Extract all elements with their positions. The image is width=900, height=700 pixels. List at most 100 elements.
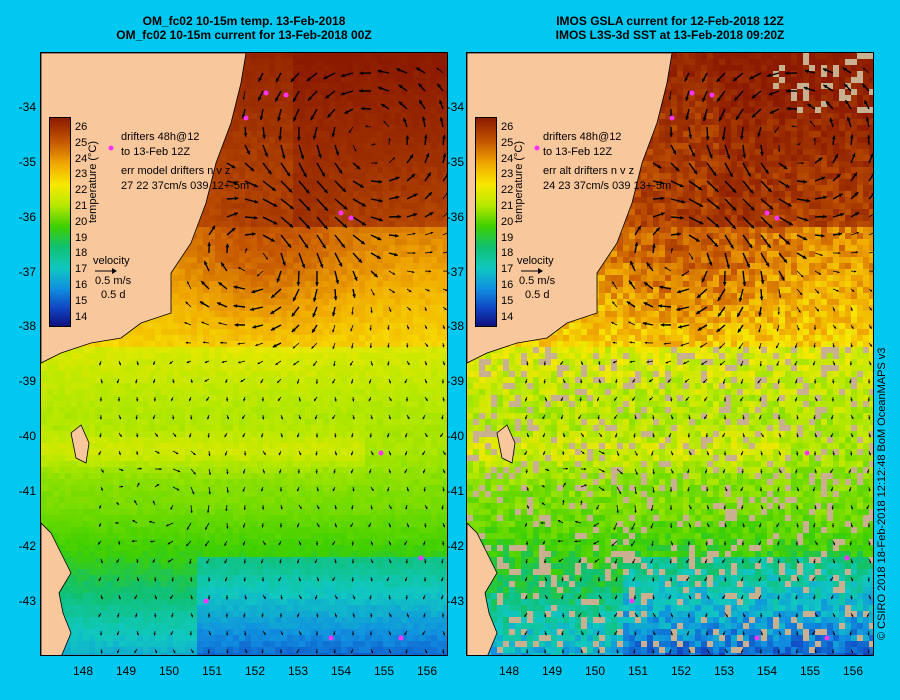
colorbar-label: 15 xyxy=(501,294,514,307)
left-err-line1: err model drifters n v z xyxy=(121,165,231,177)
left-title-line2: OM_fc02 10-15m current for 13-Feb-2018 0… xyxy=(116,28,372,42)
colorbar-label: 19 xyxy=(75,231,88,244)
left-panel-title: OM_fc02 10-15m temp. 13-Feb-2018 OM_fc02… xyxy=(40,14,448,42)
latitude-tick: -41 xyxy=(446,484,464,498)
longitude-tick: 156 xyxy=(416,664,438,678)
latitude-tick: -42 xyxy=(446,539,464,553)
colorbar-label: 16 xyxy=(75,279,88,291)
longitude-tick: 149 xyxy=(541,664,563,678)
colorbar-label: 25 xyxy=(501,136,514,149)
left-velocity-duration: 0.5 d xyxy=(101,289,126,301)
longitude-tick: 154 xyxy=(330,664,352,678)
longitude-tick: 155 xyxy=(799,664,821,678)
latitude-tick: -34 xyxy=(446,100,464,114)
latitude-tick: -38 xyxy=(446,319,464,333)
latitude-tick: -39 xyxy=(18,374,36,388)
colorbar-label: 22 xyxy=(501,184,514,197)
colorbar-label: 26 xyxy=(75,121,88,133)
right-title-line1: IMOS GSLA current for 12-Feb-2018 12Z xyxy=(556,14,784,28)
longitude-tick: 154 xyxy=(756,664,778,678)
right-velocity-speed: 0.5 m/s xyxy=(519,275,556,287)
colorbar-label: 15 xyxy=(75,294,88,307)
right-drifters-line2: to 13-Feb 12Z xyxy=(543,146,613,158)
longitude-tick: 148 xyxy=(498,664,520,678)
longitude-tick: 150 xyxy=(584,664,606,678)
left-drifters-line2: to 13-Feb 12Z xyxy=(121,146,191,158)
left-colorbar-gradient xyxy=(50,118,70,326)
colorbar-label: 24 xyxy=(75,152,88,165)
colorbar-label: 18 xyxy=(75,247,88,260)
right-map-panel: 26 25 24 23 22 21 20 19 18 17 16 15 14 temperature (… xyxy=(466,52,874,656)
colorbar-label: 23 xyxy=(75,168,88,181)
right-title-line2: IMOS L3S-3d SST at 13-Feb-2018 09:20Z xyxy=(555,28,785,42)
current-vectors xyxy=(97,67,447,654)
latitude-tick: -41 xyxy=(18,484,36,498)
colorbar-label: 14 xyxy=(501,310,514,323)
colorbar-label: 21 xyxy=(501,200,514,212)
longitude-tick: 150 xyxy=(158,664,180,678)
longitude-tick: 152 xyxy=(670,664,692,678)
right-velocity-label: velocity xyxy=(517,255,554,267)
colorbar-label: 21 xyxy=(75,200,88,212)
left-err-line2: 27 22 37cm/s 039 12+-5m xyxy=(121,180,250,192)
right-colorbar xyxy=(475,117,497,327)
colorbar-label: 16 xyxy=(501,279,514,291)
latitude-tick: -37 xyxy=(18,265,36,279)
latitude-tick: -40 xyxy=(446,429,464,443)
colorbar-label: 20 xyxy=(501,215,514,228)
land-mask xyxy=(467,53,673,655)
colorbar-label: 24 xyxy=(501,152,514,165)
colorbar-label: 20 xyxy=(75,215,88,228)
left-map-panel: 26 25 24 23 22 21 20 19 18 17 16 15 14 temperature (… xyxy=(40,52,448,656)
longitude-tick: 152 xyxy=(244,664,266,678)
latitude-tick: -43 xyxy=(18,594,36,608)
right-map-canvas xyxy=(467,53,873,655)
longitude-tick: 153 xyxy=(287,664,309,678)
right-drifters-line1: drifters 48h@12 xyxy=(543,131,622,143)
colorbar-label: 17 xyxy=(501,263,514,276)
colorbar-label: 19 xyxy=(501,231,514,244)
colorbar-label: 23 xyxy=(501,168,514,181)
longitude-tick: 153 xyxy=(713,664,735,678)
colorbar-label: 25 xyxy=(75,136,88,149)
drifter-tracks xyxy=(534,90,850,641)
latitude-tick: -35 xyxy=(18,155,36,169)
longitude-tick: 149 xyxy=(115,664,137,678)
longitude-tick: 148 xyxy=(72,664,94,678)
latitude-tick: -42 xyxy=(18,539,36,553)
land-mask xyxy=(41,53,247,655)
longitude-tick: 151 xyxy=(201,664,223,678)
latitude-tick: -35 xyxy=(446,155,464,169)
latitude-tick: -43 xyxy=(446,594,464,608)
credit-text: © CSIRO 2018 18-Feb-2018 12:12:48 BoM Oc… xyxy=(876,347,888,640)
left-velocity-speed: 0.5 m/s xyxy=(95,275,132,287)
colorbar-label: 26 xyxy=(501,121,514,133)
right-colorbar-title: temperature (°C) xyxy=(513,140,525,223)
left-colorbar-title: temperature (°C) xyxy=(87,140,99,223)
colorbar-label: 18 xyxy=(501,247,514,260)
longitude-tick: 156 xyxy=(842,664,864,678)
current-vectors xyxy=(524,67,873,654)
longitude-tick: 155 xyxy=(373,664,395,678)
colorbar-label: 22 xyxy=(75,184,88,197)
right-panel-title: IMOS GSLA current for 12-Feb-2018 12Z IM… xyxy=(466,14,874,42)
right-velocity-duration: 0.5 d xyxy=(525,289,550,301)
longitude-tick: 151 xyxy=(627,664,649,678)
latitude-tick: -36 xyxy=(18,210,36,224)
left-drifters-line1: drifters 48h@12 xyxy=(121,131,200,143)
right-colorbar-gradient xyxy=(476,118,496,326)
latitude-tick: -39 xyxy=(446,374,464,388)
left-colorbar xyxy=(49,117,71,327)
colorbar-label: 17 xyxy=(75,263,88,276)
right-err-line1: err alt drifters n v z xyxy=(543,165,635,177)
left-map-canvas xyxy=(41,53,447,655)
drifter-tracks xyxy=(108,90,424,641)
right-err-line2: 24 23 37cm/s 039 13+-5m xyxy=(543,180,672,192)
latitude-tick: -34 xyxy=(18,100,36,114)
latitude-tick: -36 xyxy=(446,210,464,224)
colorbar-label: 14 xyxy=(75,310,88,323)
latitude-tick: -38 xyxy=(18,319,36,333)
latitude-tick: -37 xyxy=(446,265,464,279)
left-title-line1: OM_fc02 10-15m temp. 13-Feb-2018 xyxy=(142,14,346,28)
left-velocity-label: velocity xyxy=(93,255,130,267)
